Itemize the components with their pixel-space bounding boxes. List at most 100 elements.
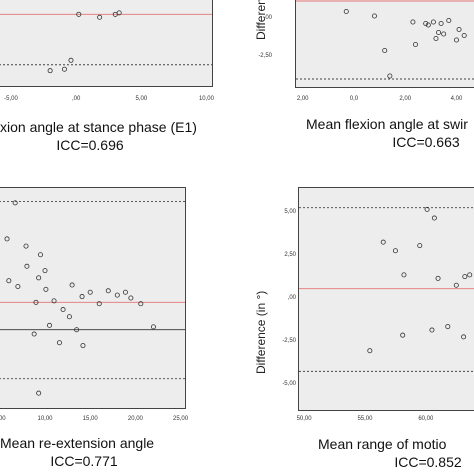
data-point-2-6 [412,42,418,48]
data-point-2-4 [387,73,393,79]
x-tick-label-1-1: -5,00 [4,96,18,102]
data-point-3-10 [43,286,49,292]
data-point-3-19 [60,307,66,313]
data-point-3-2 [4,236,10,242]
data-point-3-6 [42,268,48,274]
data-point-1-2 [61,66,67,72]
data-point-3-3 [23,243,29,249]
data-point-3-24 [56,340,62,346]
data-point-3-15 [105,288,111,294]
x-tick-label-3-2: 10,00 [37,416,53,422]
data-point-4-5 [417,243,423,249]
caption-title-4: Mean range of motio [318,436,447,452]
x-tick-label-3-3: 15,00 [82,416,98,422]
data-point-1-4 [76,11,82,17]
data-point-3-7 [36,275,42,281]
data-point-3-18 [51,298,57,304]
caption-title-1: xion angle at stance phase (E1) [0,119,197,135]
data-point-4-13 [429,327,435,333]
x-tick-label-2-2: 0,0 [349,96,359,102]
data-point-3-13 [79,294,85,300]
data-point-2-8 [425,22,431,28]
data-point-3-21 [47,322,53,328]
x-tick-label-3-4: 20,00 [127,416,143,422]
x-tick-label-3-1: 5,00 [0,416,6,422]
data-point-1-5 [97,14,103,20]
x-tick-label-1-3: 5,00 [135,96,148,102]
plot-area-2 [295,0,474,88]
data-point-3-9 [15,283,21,289]
data-point-1-7 [116,10,122,16]
data-point-3-4 [37,252,43,258]
data-point-3-29 [122,289,128,295]
x-tick-label-4-1: 50,00 [296,416,312,422]
data-point-3-11 [69,282,75,288]
data-point-1-3 [68,57,74,63]
data-point-3-30 [36,390,42,396]
x-tick-label-4-3: 60,00 [418,416,434,422]
data-point-4-10 [462,274,468,280]
data-point-2-2 [371,13,377,19]
y-tick-label-2-1: ,00 [263,15,272,21]
data-point-2-11 [436,29,442,35]
data-point-2-16 [456,26,462,32]
x-tick-label-2-4: 4,00 [450,96,463,102]
caption-title-3: Mean re-extension angle [0,435,155,451]
y-tick-label-4-2: 2,50 [284,251,296,258]
y-tick-label-4-1: 5,00 [284,208,296,215]
data-point-3-22 [74,327,80,333]
y-tick-label-4-3: ,00 [287,295,296,301]
data-point-2-5 [410,19,416,25]
plot-area-4 [298,187,474,411]
data-point-3-5 [24,263,30,269]
x-tick-label-1-4: 10,00 [198,96,214,102]
data-point-4-1 [367,348,373,354]
data-point-3-17 [33,299,39,305]
data-point-2-10 [433,36,439,42]
data-point-2-17 [461,33,467,39]
caption-icc-1: ICC=0.696 [56,137,124,153]
x-tick-label-1-2: ,00 [72,96,81,102]
caption-title-2: Mean flexion angle at swir [306,116,468,132]
caption-icc-3: ICC=0.771 [50,453,118,469]
caption-icc-2: ICC=0.663 [392,134,460,150]
caption-icc-4: ICC=0.852 [394,454,462,470]
data-point-3-20 [66,314,72,320]
data-point-3-27 [128,295,134,301]
plot-area-3 [0,187,186,409]
data-point-4-4 [401,272,407,278]
x-tick-label-4-2: 55,00 [357,416,373,422]
data-point-4-8 [435,275,441,281]
y-tick-label-4-4: -2,50 [282,338,296,345]
y-tick-label-2-2: -2,50 [258,52,272,59]
data-point-2-1 [343,8,349,14]
data-point-2-15 [453,37,459,43]
data-point-4-15 [461,334,467,340]
data-point-4-7 [431,215,437,221]
data-point-2-9 [430,19,436,25]
x-tick-label-3-5: 25,00 [173,416,189,422]
data-point-3-14 [96,301,102,307]
x-tick-label-2-1: 2,00 [296,96,309,102]
data-point-2-14 [446,17,452,23]
data-point-3-12 [87,289,93,295]
data-point-3-28 [138,301,144,307]
data-point-3-23 [31,331,37,337]
data-point-4-12 [445,324,451,330]
data-point-2-12 [438,20,444,26]
data-point-4-6 [424,206,430,212]
data-point-2-7 [423,20,429,26]
data-point-4-9 [453,282,459,288]
data-point-4-2 [380,239,386,245]
x-tick-label-2-3: 2,00 [399,96,412,102]
data-point-3-8 [6,278,12,284]
data-point-1-1 [47,68,53,74]
data-point-3-1 [12,200,18,206]
data-point-4-11 [467,272,473,278]
y-tick-label-4-5: -5,00 [282,381,296,388]
data-point-3-16 [114,292,120,298]
data-point-4-14 [400,332,406,338]
data-point-4-3 [392,248,398,254]
data-point-2-13 [441,31,447,37]
